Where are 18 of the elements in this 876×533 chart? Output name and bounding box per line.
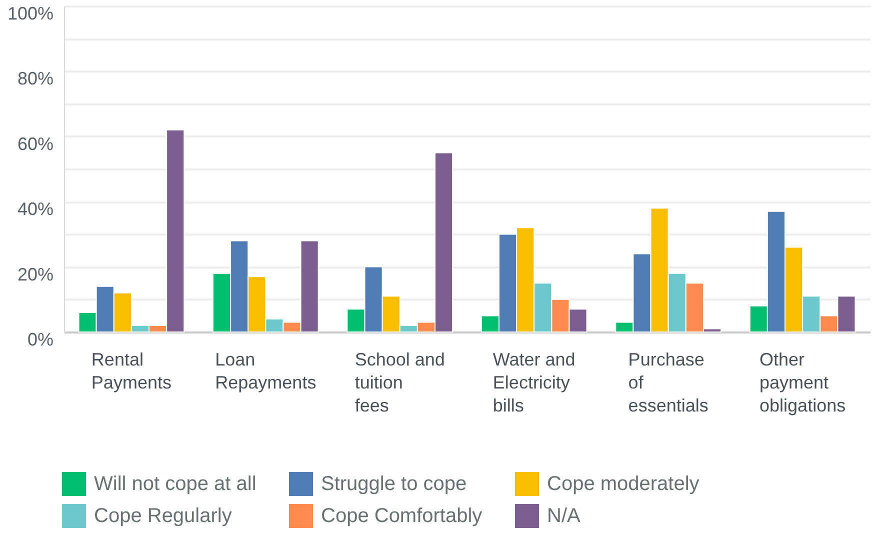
y-tick-label: 80% bbox=[17, 68, 54, 89]
legend-label: Cope Comfortably bbox=[321, 505, 482, 527]
x-tick-label: Rental Payments bbox=[91, 350, 172, 392]
y-tick-label: 0% bbox=[27, 330, 54, 350]
legend-label: N/A bbox=[547, 505, 581, 527]
y-tick-label: 60% bbox=[17, 134, 54, 154]
x-tick-label: Purchase of essentials bbox=[628, 350, 708, 416]
x-tick-label: School and tuition fees bbox=[354, 350, 445, 416]
legend-label: Will not cope at all bbox=[94, 473, 256, 495]
y-tick-label: 100% bbox=[7, 4, 54, 24]
y-tick-label: 20% bbox=[17, 264, 54, 284]
legend-label: Cope moderately bbox=[547, 473, 700, 495]
x-tick-label: Loan Repayments bbox=[215, 350, 316, 392]
legend-label: Struggle to cope bbox=[321, 473, 467, 495]
x-tick-label: Water and Electricity bills bbox=[492, 350, 576, 416]
x-tick-label: Other payment obligations bbox=[760, 350, 846, 416]
legend-label: Cope Regularly bbox=[94, 505, 232, 527]
y-tick-label: 40% bbox=[17, 199, 54, 220]
